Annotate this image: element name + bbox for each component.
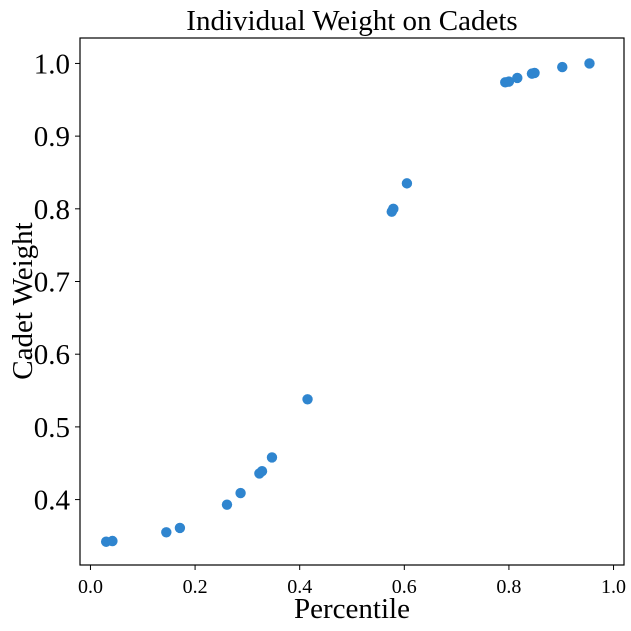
x-tick-label: 1.0 xyxy=(601,576,626,598)
data-point xyxy=(266,452,278,463)
y-tick-label: 0.8 xyxy=(34,194,70,226)
plot-frame xyxy=(79,37,625,566)
data-point xyxy=(174,522,186,534)
y-tick-label: 0.6 xyxy=(34,339,70,371)
points-layer xyxy=(100,58,595,547)
data-point xyxy=(221,499,233,510)
y-tick-label: 1.0 xyxy=(34,48,70,80)
y-tick-label: 0.7 xyxy=(34,267,70,299)
data-point xyxy=(302,394,313,405)
data-point xyxy=(161,527,172,538)
y-tick-label: 0.5 xyxy=(34,412,70,444)
data-point xyxy=(388,203,399,215)
data-point xyxy=(503,76,515,87)
data-point xyxy=(107,535,118,547)
x-axis: 0.0 0.2 0.4 0.6 0.8 1.0 xyxy=(78,565,626,598)
data-point xyxy=(401,178,413,189)
y-tick-label: 0.9 xyxy=(34,121,70,153)
y-axis-label: Cadet Weight xyxy=(7,222,39,379)
x-tick-label: 0.4 xyxy=(287,576,312,598)
data-point xyxy=(235,487,246,499)
data-point xyxy=(584,58,595,69)
x-tick-label: 0.0 xyxy=(78,576,103,598)
data-point xyxy=(529,67,540,79)
x-tick-label: 0.6 xyxy=(392,576,417,598)
data-point xyxy=(512,72,523,84)
x-axis-label: Percentile xyxy=(294,593,410,625)
y-tick-label: 0.4 xyxy=(34,485,71,517)
data-point xyxy=(557,61,568,73)
x-tick-label: 0.2 xyxy=(183,576,208,598)
y-axis: 0.4 0.5 0.6 0.7 0.8 0.9 1.0 xyxy=(34,48,80,517)
x-tick-label: 0.8 xyxy=(496,576,521,598)
data-point xyxy=(256,466,268,477)
chart-title: Individual Weight on Cadets xyxy=(186,5,517,37)
